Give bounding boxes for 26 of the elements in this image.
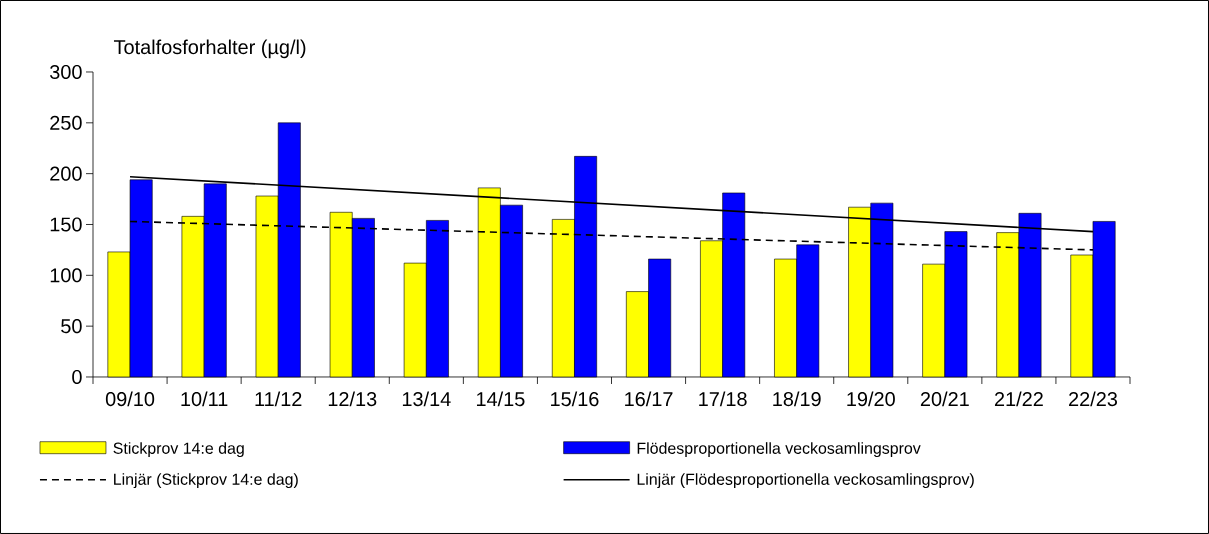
- y-tick-label: 150: [50, 217, 82, 232]
- y-tick-label: 0: [72, 369, 82, 385]
- x-tick-label: 12/13: [328, 391, 377, 407]
- legend-label: Stickprov 14:e dag: [113, 442, 244, 458]
- x-tick-label: 10/11: [181, 391, 228, 407]
- legend-label: Linjär (Stickprov 14:e dag): [114, 473, 298, 489]
- y-axis-title: Totalfosforhalter (µg/l): [113, 39, 306, 59]
- x-tick-label: 09/10: [105, 391, 155, 407]
- x-tick-label: 13/14: [402, 391, 451, 407]
- x-tick-label: 17/18: [699, 391, 747, 407]
- x-tick-label: 21/22: [994, 391, 1043, 407]
- x-tick-label: 11/12: [255, 391, 302, 407]
- x-tick-label: 19/20: [847, 391, 895, 407]
- legend-label: Flödesproportionella veckosamlingsprov: [637, 442, 921, 458]
- x-tick-label: 18/19: [773, 391, 821, 407]
- x-tick-label: 14/15: [476, 391, 525, 407]
- y-tick-label: 100: [50, 268, 82, 283]
- x-tick-label: 20/21: [920, 391, 969, 407]
- y-tick-label: 200: [50, 166, 82, 181]
- x-tick-label: 15/16: [551, 391, 599, 407]
- y-tick-label: 50: [61, 319, 82, 334]
- legend-label: Linjär (Flödesproportionella veckosamlingsprov): [637, 473, 974, 489]
- y-tick-label: 300: [50, 64, 82, 80]
- y-tick-label: 250: [50, 115, 82, 130]
- x-tick-label: 22/23: [1069, 391, 1118, 407]
- x-tick-label: 16/17: [625, 391, 673, 407]
